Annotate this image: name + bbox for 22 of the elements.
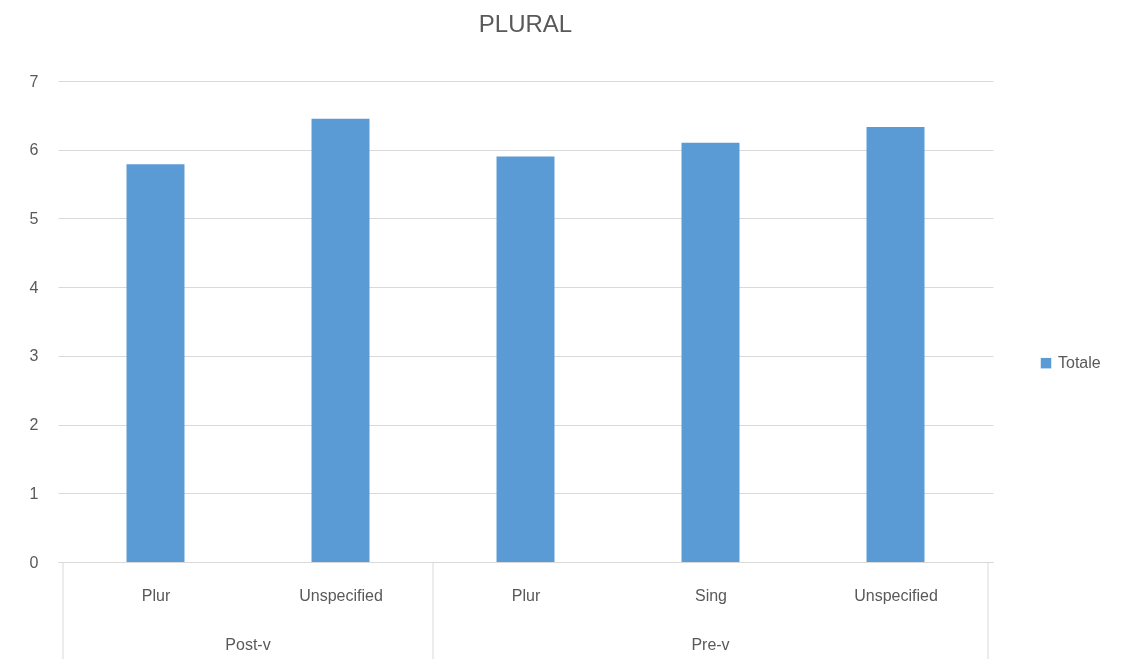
y-tick-label: 1 — [29, 484, 39, 502]
x-tick-label: Unspecified — [854, 586, 938, 604]
y-tick-label: 0 — [29, 553, 39, 571]
y-tick-label: 3 — [29, 347, 39, 365]
bar — [866, 127, 925, 562]
y-tick-label: 5 — [29, 209, 39, 227]
y-tick-label: 2 — [29, 416, 39, 434]
legend-label: Totale — [1058, 354, 1101, 372]
y-tick-label: 7 — [29, 72, 39, 90]
x-tick-label: Plur — [141, 586, 171, 604]
x-tick-label: Plur — [511, 586, 541, 604]
x-tick-label: Unspecified — [299, 586, 383, 604]
y-tick-label: 4 — [29, 278, 39, 296]
text: Post-v — [225, 636, 271, 653]
bar — [681, 142, 740, 562]
bar — [311, 118, 370, 562]
bar — [126, 164, 185, 562]
chart-title: PLURAL — [478, 10, 573, 37]
bar — [496, 156, 555, 562]
x-tick-label: Sing — [694, 586, 728, 604]
y-tick-label: 6 — [29, 141, 39, 159]
text: Pre-v — [691, 636, 730, 653]
